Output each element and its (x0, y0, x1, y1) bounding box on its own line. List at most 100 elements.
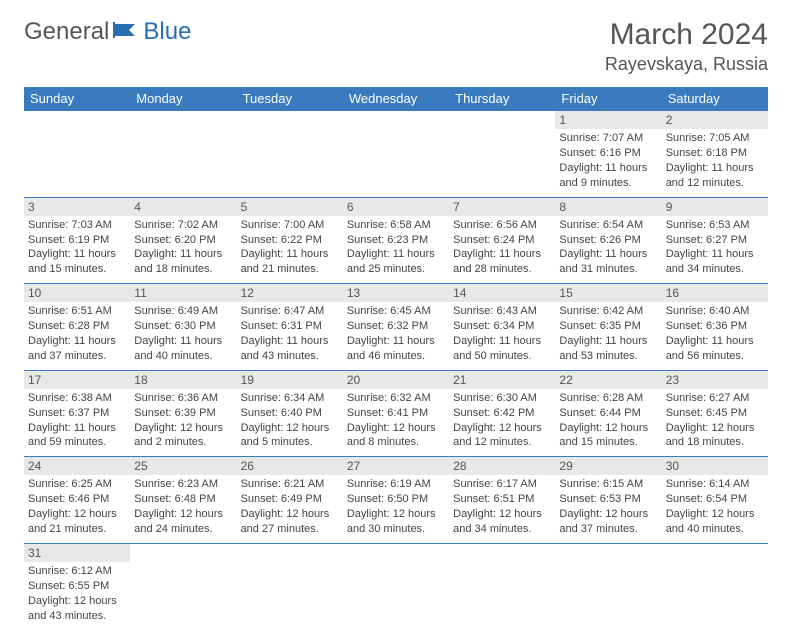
calendar-day-cell (130, 111, 236, 198)
calendar-day-cell: 2Sunrise: 7:05 AMSunset: 6:18 PMDaylight… (662, 111, 768, 198)
day-number: 1 (555, 111, 661, 129)
sunset-text: Sunset: 6:27 PM (666, 233, 764, 248)
daylight-text: Daylight: 11 hours and 15 minutes. (28, 247, 126, 277)
sunrise-text: Sunrise: 6:14 AM (666, 477, 764, 492)
daylight-text: Daylight: 11 hours and 46 minutes. (347, 334, 445, 364)
daylight-text: Daylight: 11 hours and 34 minutes. (666, 247, 764, 277)
sunrise-text: Sunrise: 6:47 AM (241, 304, 339, 319)
calendar-day-cell (555, 543, 661, 629)
calendar-day-cell: 11Sunrise: 6:49 AMSunset: 6:30 PMDayligh… (130, 284, 236, 371)
daylight-text: Daylight: 11 hours and 31 minutes. (559, 247, 657, 277)
sunset-text: Sunset: 6:28 PM (28, 319, 126, 334)
calendar-week-row: 10Sunrise: 6:51 AMSunset: 6:28 PMDayligh… (24, 284, 768, 371)
calendar-day-cell: 10 Sunrise: 6:51 AMSunset: 6:28 PMDayligh… (24, 284, 130, 371)
calendar-day-cell (449, 543, 555, 629)
day-number: 14 (449, 284, 555, 302)
daylight-text: Daylight: 12 hours and 2 minutes. (134, 421, 232, 451)
day-number: 13 (343, 284, 449, 302)
calendar-day-cell (237, 111, 343, 198)
weekday-header-row: Sunday Monday Tuesday Wednesday Thursday… (24, 87, 768, 111)
calendar-day-cell: 7Sunrise: 6:56 AMSunset: 6:24 PMDaylight… (449, 197, 555, 284)
title-block: March 2024 Rayevskaya, Russia (605, 18, 768, 75)
day-number: 10 (24, 284, 130, 302)
sunset-text: Sunset: 6:31 PM (241, 319, 339, 334)
daylight-text: Daylight: 11 hours and 37 minutes. (28, 334, 126, 364)
day-number: 6 (343, 198, 449, 216)
calendar-day-cell (662, 543, 768, 629)
calendar-week-row: 31Sunrise: 6:12 AMSunset: 6:55 PMDayligh… (24, 543, 768, 629)
daylight-text: Daylight: 11 hours and 9 minutes. (559, 161, 657, 191)
daylight-text: Daylight: 12 hours and 5 minutes. (241, 421, 339, 451)
day-number: 24 (24, 457, 130, 475)
calendar-day-cell: 1Sunrise: 7:07 AMSunset: 6:16 PMDaylight… (555, 111, 661, 198)
day-number: 19 (237, 371, 343, 389)
sunrise-text: Sunrise: 6:43 AM (453, 304, 551, 319)
sunrise-text: Sunrise: 6:28 AM (559, 391, 657, 406)
sunrise-text: Sunrise: 6:38 AM (28, 391, 126, 406)
sunrise-text: Sunrise: 6:21 AM (241, 477, 339, 492)
daylight-text: Daylight: 12 hours and 21 minutes. (28, 507, 126, 537)
weekday-header: Sunday (24, 87, 130, 111)
sunrise-text: Sunrise: 6:25 AM (28, 477, 126, 492)
weekday-header: Wednesday (343, 87, 449, 111)
calendar-day-cell: 29Sunrise: 6:15 AMSunset: 6:53 PMDayligh… (555, 457, 661, 544)
sunset-text: Sunset: 6:23 PM (347, 233, 445, 248)
day-number: 12 (237, 284, 343, 302)
day-number: 15 (555, 284, 661, 302)
calendar-day-cell: 26Sunrise: 6:21 AMSunset: 6:49 PMDayligh… (237, 457, 343, 544)
sunset-text: Sunset: 6:49 PM (241, 492, 339, 507)
sunrise-text: Sunrise: 7:07 AM (559, 131, 657, 146)
calendar-day-cell: 15Sunrise: 6:42 AMSunset: 6:35 PMDayligh… (555, 284, 661, 371)
day-number: 28 (449, 457, 555, 475)
daylight-text: Daylight: 12 hours and 30 minutes. (347, 507, 445, 537)
sunrise-text: Sunrise: 6:19 AM (347, 477, 445, 492)
sunset-text: Sunset: 6:45 PM (666, 406, 764, 421)
calendar-day-cell: 17Sunrise: 6:38 AMSunset: 6:37 PMDayligh… (24, 370, 130, 457)
page-title: March 2024 (605, 18, 768, 52)
daylight-text: Daylight: 11 hours and 50 minutes. (453, 334, 551, 364)
daylight-text: Daylight: 12 hours and 37 minutes. (559, 507, 657, 537)
day-number: 18 (130, 371, 236, 389)
day-number: 26 (237, 457, 343, 475)
sunset-text: Sunset: 6:53 PM (559, 492, 657, 507)
sunrise-text: Sunrise: 6:45 AM (347, 304, 445, 319)
sunrise-text: Sunrise: 6:42 AM (559, 304, 657, 319)
weekday-header: Friday (555, 87, 661, 111)
day-number: 30 (662, 457, 768, 475)
calendar-day-cell: 6Sunrise: 6:58 AMSunset: 6:23 PMDaylight… (343, 197, 449, 284)
calendar-week-row: 17Sunrise: 6:38 AMSunset: 6:37 PMDayligh… (24, 370, 768, 457)
sunset-text: Sunset: 6:32 PM (347, 319, 445, 334)
sunrise-text: Sunrise: 6:51 AM (28, 304, 126, 319)
sunrise-text: Sunrise: 6:32 AM (347, 391, 445, 406)
sunrise-text: Sunrise: 6:56 AM (453, 218, 551, 233)
weekday-header: Monday (130, 87, 236, 111)
calendar-day-cell (130, 543, 236, 629)
calendar-day-cell: 31Sunrise: 6:12 AMSunset: 6:55 PMDayligh… (24, 543, 130, 629)
calendar-day-cell (343, 111, 449, 198)
day-number: 3 (24, 198, 130, 216)
day-number: 9 (662, 198, 768, 216)
day-number: 4 (130, 198, 236, 216)
sunrise-text: Sunrise: 6:23 AM (134, 477, 232, 492)
day-number: 8 (555, 198, 661, 216)
daylight-text: Daylight: 12 hours and 18 minutes. (666, 421, 764, 451)
logo-text-general: General (24, 18, 109, 46)
daylight-text: Daylight: 12 hours and 24 minutes. (134, 507, 232, 537)
weekday-header: Tuesday (237, 87, 343, 111)
day-number: 5 (237, 198, 343, 216)
daylight-text: Daylight: 11 hours and 28 minutes. (453, 247, 551, 277)
calendar-week-row: 24Sunrise: 6:25 AMSunset: 6:46 PMDayligh… (24, 457, 768, 544)
sunset-text: Sunset: 6:30 PM (134, 319, 232, 334)
day-number: 23 (662, 371, 768, 389)
sunrise-text: Sunrise: 6:53 AM (666, 218, 764, 233)
sunset-text: Sunset: 6:42 PM (453, 406, 551, 421)
sunset-text: Sunset: 6:41 PM (347, 406, 445, 421)
sunrise-text: Sunrise: 6:15 AM (559, 477, 657, 492)
sunrise-text: Sunrise: 6:17 AM (453, 477, 551, 492)
calendar-day-cell: 23Sunrise: 6:27 AMSunset: 6:45 PMDayligh… (662, 370, 768, 457)
location-label: Rayevskaya, Russia (605, 54, 768, 75)
day-number: 17 (24, 371, 130, 389)
day-number: 16 (662, 284, 768, 302)
sunset-text: Sunset: 6:48 PM (134, 492, 232, 507)
calendar-day-cell: 22Sunrise: 6:28 AMSunset: 6:44 PMDayligh… (555, 370, 661, 457)
